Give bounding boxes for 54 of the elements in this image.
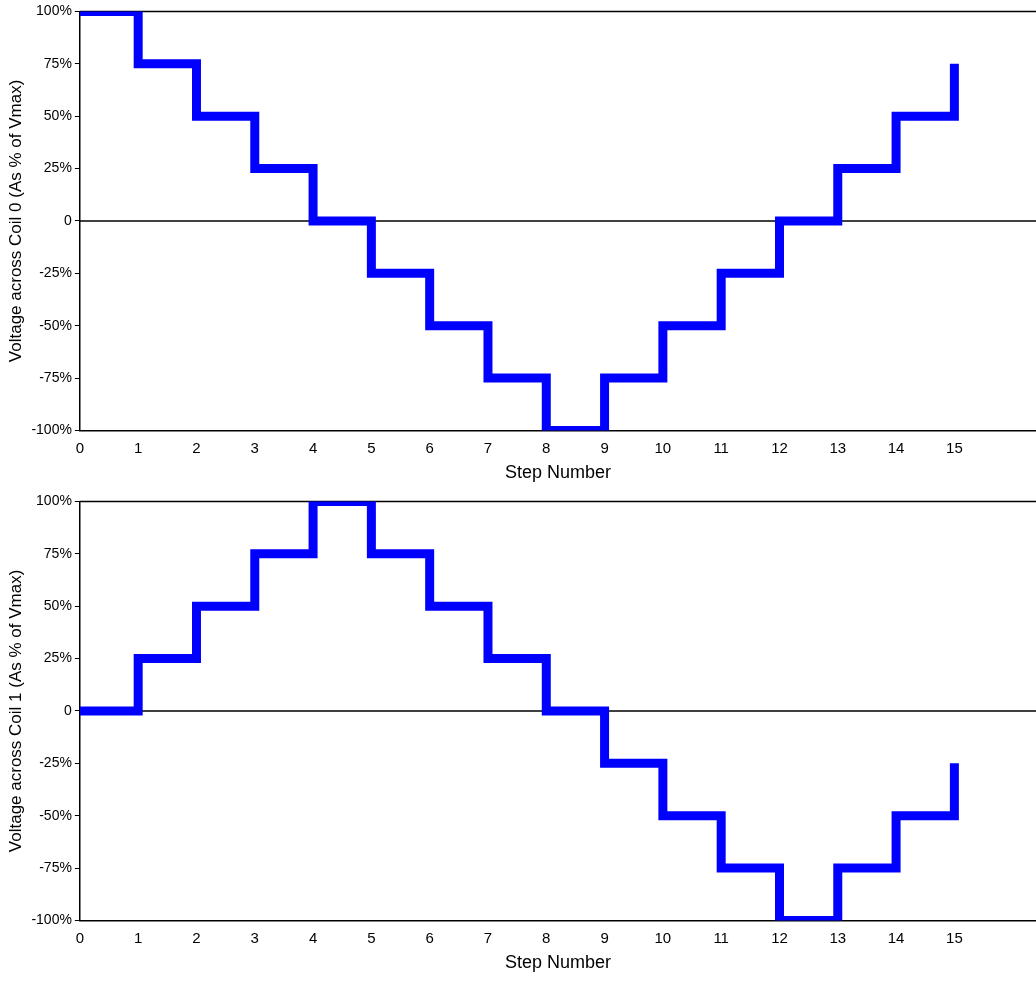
x-tick-label: 0 (75, 928, 85, 946)
y-tick-label: 100% (36, 2, 72, 19)
x-tick-label: 10 (654, 438, 672, 456)
y-tick-label: 0 (64, 701, 73, 718)
x-tick-label: 6 (425, 928, 434, 946)
x-tick-label: 3 (250, 438, 259, 456)
y-tick-label: 75% (43, 544, 72, 561)
x-tick-label: 3 (250, 928, 259, 946)
x-tick-label: 4 (308, 438, 318, 456)
y-tick-label: -100% (31, 911, 72, 928)
y-tick-label: -75% (39, 368, 72, 385)
y-tick-label: -50% (39, 316, 72, 333)
x-tick-label: 1 (134, 928, 143, 946)
x-tick-label: 8 (542, 438, 551, 456)
y-tick-label: 75% (43, 54, 72, 71)
y-tick-label: -100% (31, 421, 72, 438)
y-tick-label: -25% (39, 264, 72, 281)
x-tick-label: 14 (887, 438, 905, 456)
x-tick-label: 5 (367, 928, 376, 946)
y-tick-label: 50% (43, 107, 72, 124)
x-tick-label: 0 (75, 438, 85, 456)
x-tick-label: 4 (308, 928, 318, 946)
x-tick-label: 11 (713, 928, 729, 946)
y-tick-label: 100% (36, 492, 72, 509)
x-tick-label: 14 (887, 928, 905, 946)
x-tick-label: 7 (483, 928, 493, 946)
x-tick-label: 15 (946, 928, 963, 946)
y-tick-label: -75% (39, 858, 72, 875)
x-tick-label: 1 (134, 438, 143, 456)
y-tick-label: 25% (43, 649, 72, 666)
x-tick-label: 9 (600, 928, 609, 946)
x-tick-label: 12 (771, 928, 788, 946)
x-tick-label: 6 (425, 438, 434, 456)
x-tick-label: 11 (713, 438, 729, 456)
x-tick-label: 10 (654, 928, 672, 946)
y-axis-title: Voltage across Coil 1 (As % of Vmax) (5, 569, 25, 853)
x-tick-label: 13 (829, 928, 847, 946)
x-tick-label: 15 (946, 438, 963, 456)
x-tick-label: 12 (771, 438, 788, 456)
y-tick-label: -25% (39, 754, 72, 771)
x-tick-label: 8 (542, 928, 551, 946)
x-tick-label: 13 (829, 438, 847, 456)
y-tick-label: 25% (43, 159, 72, 176)
x-tick-label: 9 (600, 438, 609, 456)
x-axis-title: Step Number (504, 952, 611, 973)
y-axis-title: Voltage across Coil 0 (As % of Vmax) (5, 79, 25, 363)
x-axis-title: Step Number (504, 462, 611, 483)
y-tick-label: 50% (43, 597, 72, 614)
x-tick-label: 2 (192, 928, 201, 946)
x-tick-label: 5 (367, 438, 376, 456)
x-tick-label: 7 (483, 438, 493, 456)
y-tick-label: -50% (39, 806, 72, 823)
y-tick-label: 0 (64, 211, 73, 228)
x-tick-label: 2 (192, 438, 201, 456)
